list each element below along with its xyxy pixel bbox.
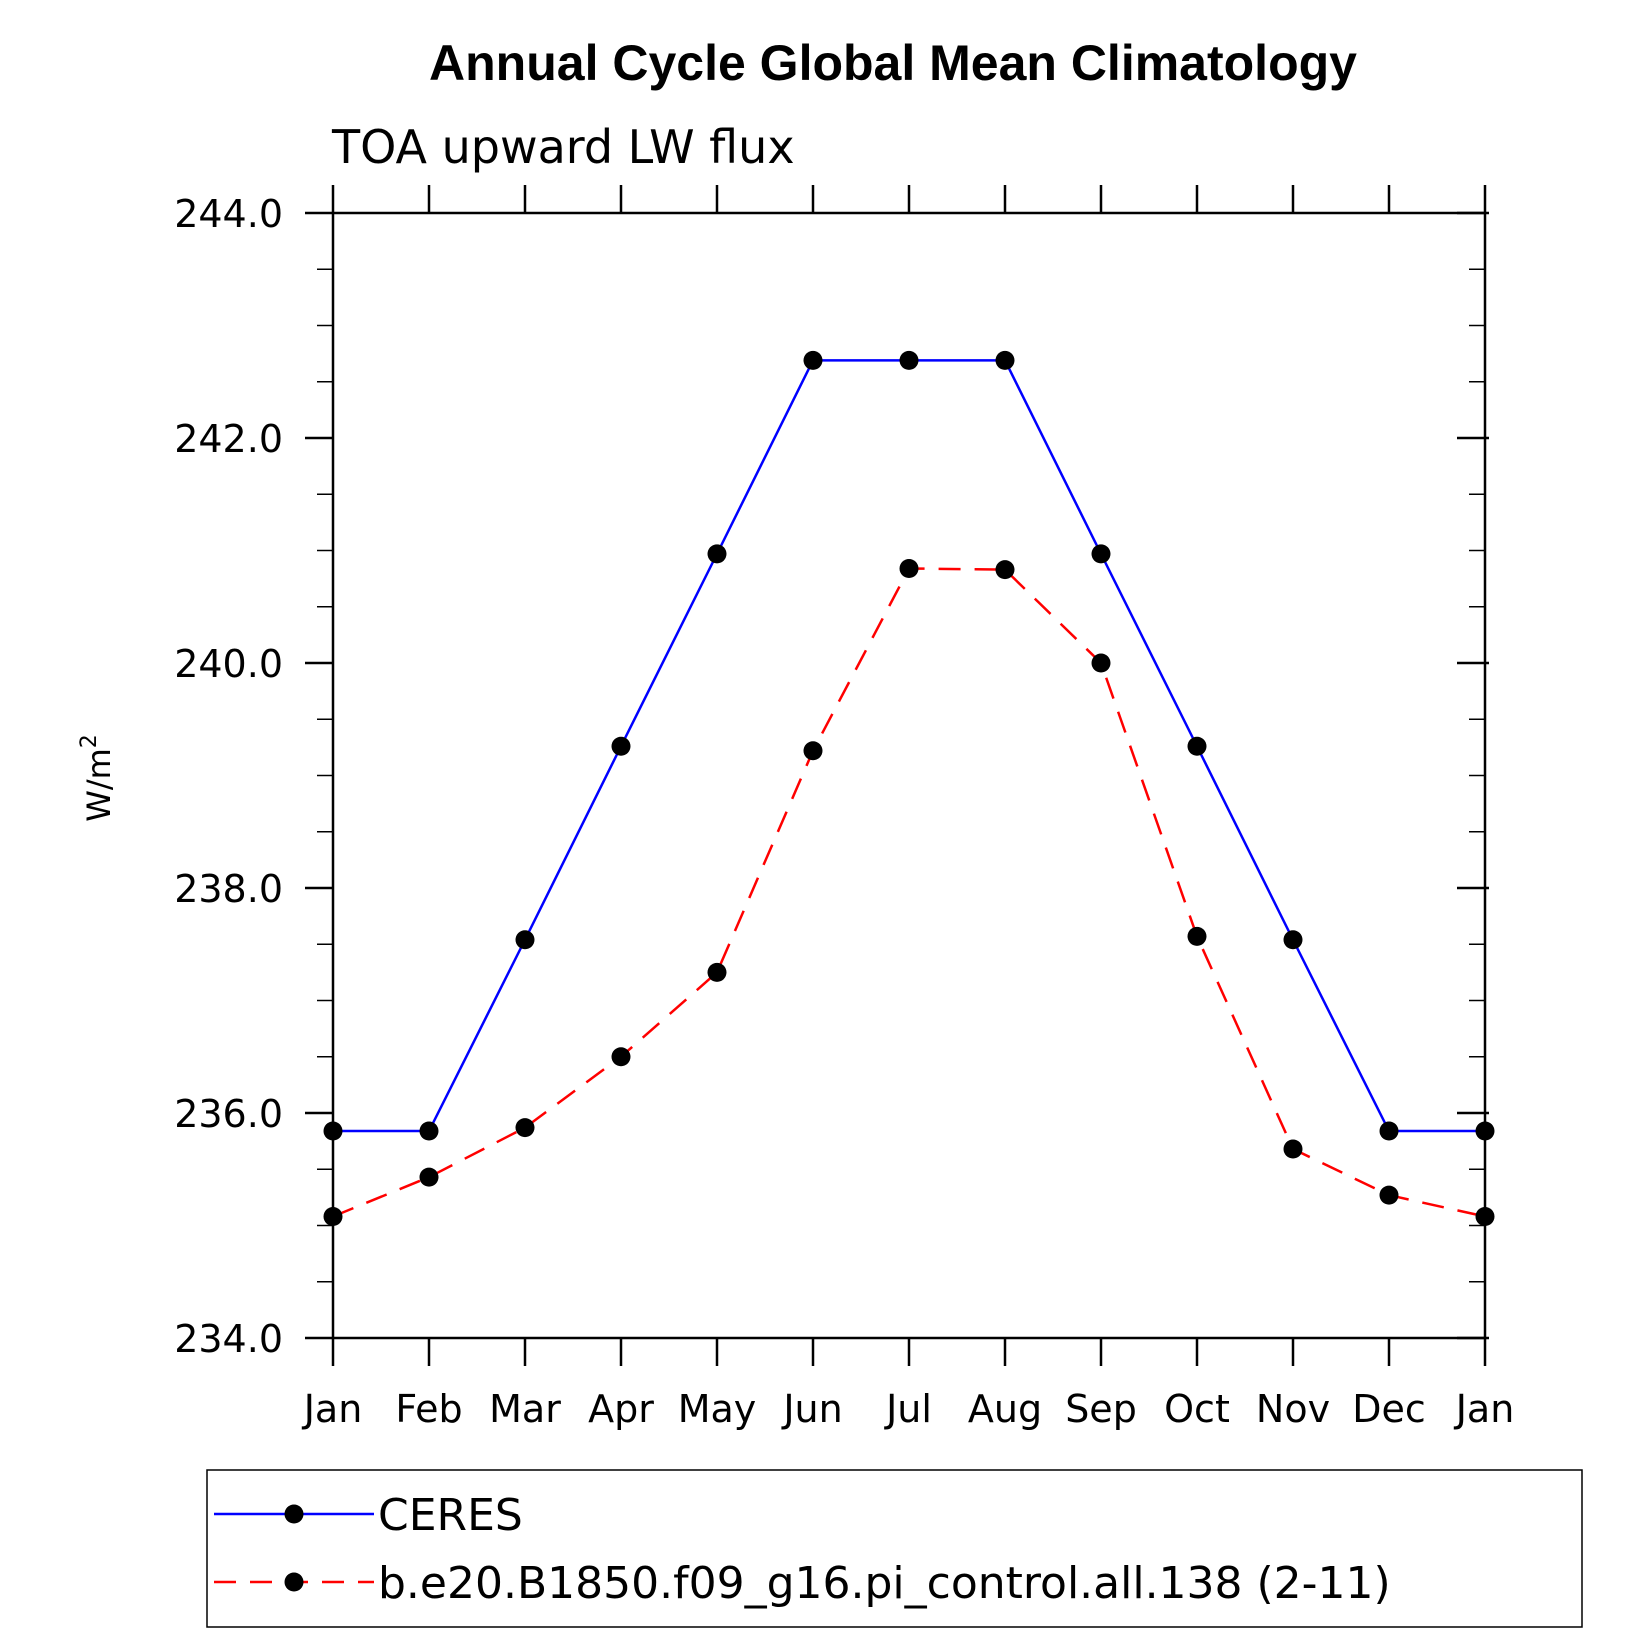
x-tick-label: Feb — [395, 1387, 462, 1431]
series-2-point — [611, 1047, 631, 1067]
series-line-1 — [333, 359, 1485, 1133]
series-1-point — [515, 930, 535, 950]
chart-title: Annual Cycle Global Mean Climatology — [429, 35, 1357, 91]
axes: 234.0 236.0 238.0 240.0 242.0 244.0 Jan Feb Mar A… — [174, 185, 1514, 1431]
x-tick-label: Mar — [489, 1387, 561, 1431]
series-line-2 — [332, 567, 1486, 1218]
x-tick-label: Jul — [884, 1387, 932, 1431]
y-tick-label: 238.0 — [174, 867, 283, 911]
series-2-point — [419, 1167, 439, 1187]
y-tick-label: 236.0 — [174, 1092, 283, 1136]
y-axis-label: W/m2 — [77, 734, 118, 822]
y-tick-label: 244.0 — [174, 192, 283, 236]
series-1-point — [1379, 1121, 1399, 1141]
series-1-point — [1475, 1121, 1495, 1141]
y-axis-label-main: W/m — [80, 748, 118, 822]
x-tick-label: Dec — [1352, 1387, 1426, 1431]
y-tick-label: 240.0 — [174, 642, 283, 686]
x-tick-label: Sep — [1065, 1387, 1137, 1431]
series-2-point — [515, 1118, 535, 1138]
series-2-point — [1379, 1185, 1399, 1205]
series-1-point — [899, 350, 919, 370]
x-tick-label: Jan — [1454, 1387, 1515, 1431]
series-2-point — [1187, 926, 1207, 946]
x-tick-label: Nov — [1256, 1387, 1330, 1431]
series-2-point — [707, 962, 727, 982]
x-tick-label: Oct — [1164, 1387, 1230, 1431]
y-tick-label: 234.0 — [174, 1317, 283, 1361]
series-2-point — [803, 741, 823, 761]
legend: CERES b.e20.B1850.f09_g16.pi_control.all.… — [206, 1469, 1583, 1628]
x-tick-label: May — [678, 1387, 757, 1431]
chart-subtitle: TOA upward LW flux — [331, 120, 795, 174]
svg-text:W/m2: W/m2 — [77, 734, 118, 822]
series-1-point — [707, 544, 727, 564]
series-2-point — [1091, 653, 1111, 673]
series-1-point — [1283, 930, 1303, 950]
series-1-point — [419, 1121, 439, 1141]
x-tick-label: Jan — [302, 1387, 363, 1431]
data-series — [323, 350, 1495, 1226]
x-tick-label: Jun — [781, 1387, 842, 1431]
series-1-point — [803, 350, 823, 370]
legend-box — [206, 1469, 1583, 1628]
series-2-point — [899, 559, 919, 578]
plot-frame — [331, 211, 1487, 1340]
series-2-point — [1283, 1139, 1303, 1159]
legend-entry-2: b.e20.B1850.f09_g16.pi_control.all.138 (… — [378, 1558, 1391, 1609]
series-1-point — [995, 350, 1015, 370]
legend-entry-1: CERES — [378, 1490, 523, 1541]
series-1-point — [611, 736, 631, 756]
y-axis-label-superscript: 2 — [77, 734, 102, 748]
series-2-point — [323, 1207, 343, 1226]
series-1-point — [1091, 544, 1111, 564]
series-2-point — [1475, 1207, 1495, 1226]
series-2-point — [995, 560, 1015, 580]
legend-marker-2 — [284, 1572, 304, 1592]
series-1-point — [1187, 736, 1207, 756]
x-tick-label: Apr — [588, 1387, 654, 1431]
x-tick-label: Aug — [968, 1387, 1042, 1431]
legend-marker-1 — [284, 1504, 304, 1524]
y-tick-label: 242.0 — [174, 417, 283, 461]
series-1-point — [323, 1121, 343, 1141]
